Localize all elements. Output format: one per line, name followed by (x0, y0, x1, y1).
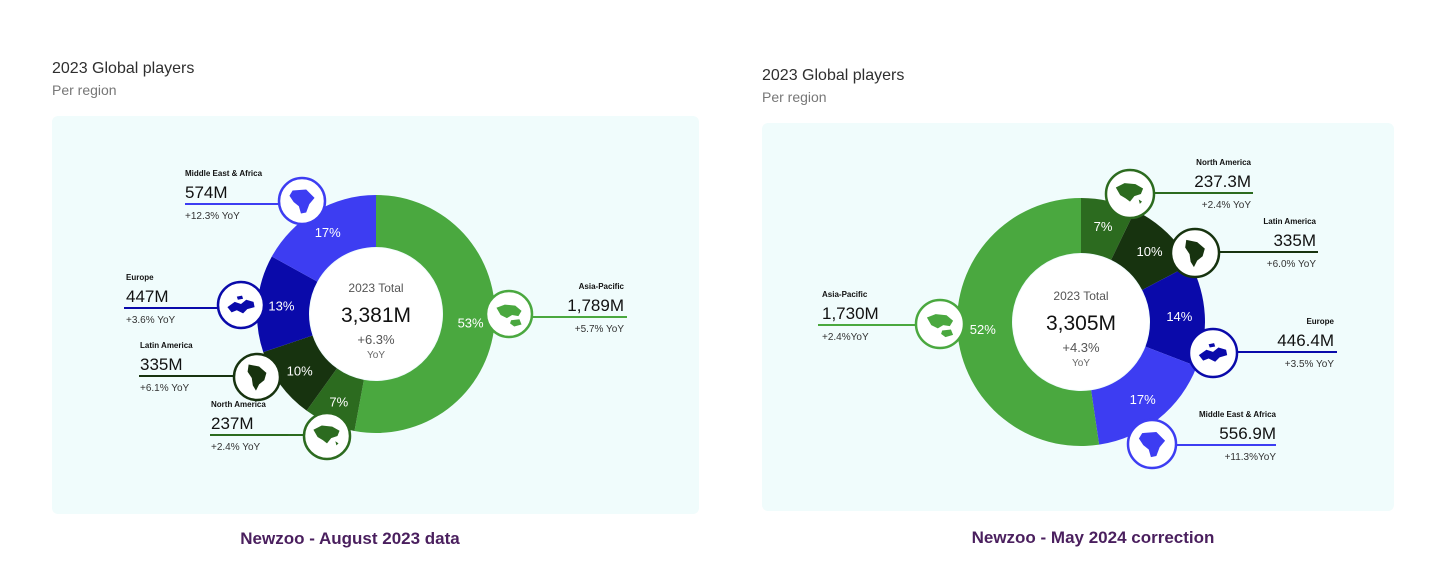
europe-segment (1142, 264, 1205, 367)
middle-east-africa-yoy: +12.3% YoY (185, 211, 240, 222)
latin-america-map-icon (232, 352, 282, 402)
europe-name: Europe (126, 273, 154, 282)
donut-center (310, 248, 442, 380)
north-america-name: North America (1196, 158, 1251, 167)
europe-percent-label: 14% (1166, 309, 1192, 324)
middle-east-africa-percent-label: 17% (1130, 392, 1156, 407)
center-growth-unit: YoY (367, 350, 385, 361)
latin-america-percent-label: 10% (287, 364, 313, 379)
asia-pacific-name: Asia-Pacific (822, 290, 868, 299)
north-america-name: North America (211, 400, 266, 409)
europe-value: 447M (126, 287, 169, 306)
latin-america-segment (1111, 210, 1191, 290)
latin-america-yoy: +6.1% YoY (140, 383, 190, 394)
middle-east-africa-percent-label: 17% (315, 225, 341, 240)
asia-pacific-segment (957, 198, 1100, 447)
asia-pacific-value: 1,789M (567, 296, 624, 315)
north-america-yoy: +2.4% YoY (211, 442, 261, 453)
europe-segment (257, 256, 318, 353)
right-panel-subtitle: Per region (762, 89, 827, 105)
left-panel-title: 2023 Global players (52, 60, 195, 77)
middle-east-africa-value: 556.9M (1219, 424, 1276, 443)
asia-pacific-map-icon (484, 289, 534, 339)
north-america-map-icon (302, 411, 352, 461)
asia-pacific-yoy: +2.4%YoY (822, 332, 869, 343)
europe-yoy: +3.6% YoY (126, 315, 176, 326)
asia-pacific-map-icon (914, 298, 966, 350)
right-panel-title: 2023 Global players (762, 67, 905, 84)
asia-pacific-percent-label: 52% (970, 322, 996, 337)
europe-name: Europe (1306, 317, 1334, 326)
europe-value: 446.4M (1277, 331, 1334, 350)
north-america-percent-label: 7% (1094, 219, 1113, 234)
center-growth: +6.3% (357, 332, 395, 347)
center-total-value: 3,305M (1046, 312, 1116, 335)
latin-america-percent-label: 10% (1137, 244, 1163, 259)
europe-percent-label: 13% (268, 299, 294, 314)
center-growth-unit: YoY (1072, 358, 1090, 369)
europe-map-icon (216, 280, 266, 330)
latin-america-segment (263, 335, 337, 411)
latin-america-name: Latin America (140, 341, 193, 350)
donut-center (1013, 254, 1149, 390)
asia-pacific-segment (354, 195, 495, 433)
middle-east-africa-segment (1091, 346, 1197, 445)
middle-east-africa-map-icon (277, 176, 327, 226)
asia-pacific-value: 1,730M (822, 304, 879, 323)
latin-america-name: Latin America (1263, 217, 1316, 226)
center-growth: +4.3% (1062, 340, 1100, 355)
center-total-value: 3,381M (341, 304, 411, 327)
middle-east-africa-segment (271, 195, 376, 282)
latin-america-yoy: +6.0% YoY (1267, 259, 1317, 270)
right-caption: Newzoo - May 2024 correction (971, 528, 1215, 547)
center-total-label: 2023 Total (348, 281, 403, 295)
asia-pacific-yoy: +5.7% YoY (575, 324, 625, 335)
latin-america-map-icon (1169, 227, 1221, 279)
north-america-value: 237.3M (1194, 172, 1251, 191)
middle-east-africa-map-icon (1126, 418, 1178, 470)
north-america-yoy: +2.4% YoY (1202, 200, 1252, 211)
left-panel-subtitle: Per region (52, 82, 117, 98)
middle-east-africa-yoy: +11.3%YoY (1225, 452, 1277, 463)
middle-east-africa-name: Middle East & Africa (185, 169, 263, 178)
left-caption: Newzoo - August 2023 data (240, 529, 460, 548)
europe-yoy: +3.5% YoY (1285, 359, 1335, 370)
latin-america-value: 335M (1273, 231, 1316, 250)
europe-map-icon (1187, 327, 1239, 379)
north-america-value: 237M (211, 414, 254, 433)
center-total-label: 2023 Total (1053, 289, 1108, 303)
middle-east-africa-value: 574M (185, 183, 228, 202)
middle-east-africa-name: Middle East & Africa (1199, 410, 1277, 419)
asia-pacific-percent-label: 53% (458, 316, 484, 331)
north-america-map-icon (1104, 168, 1156, 220)
latin-america-value: 335M (140, 355, 183, 374)
asia-pacific-name: Asia-Pacific (579, 282, 625, 291)
north-america-percent-label: 7% (329, 394, 348, 409)
